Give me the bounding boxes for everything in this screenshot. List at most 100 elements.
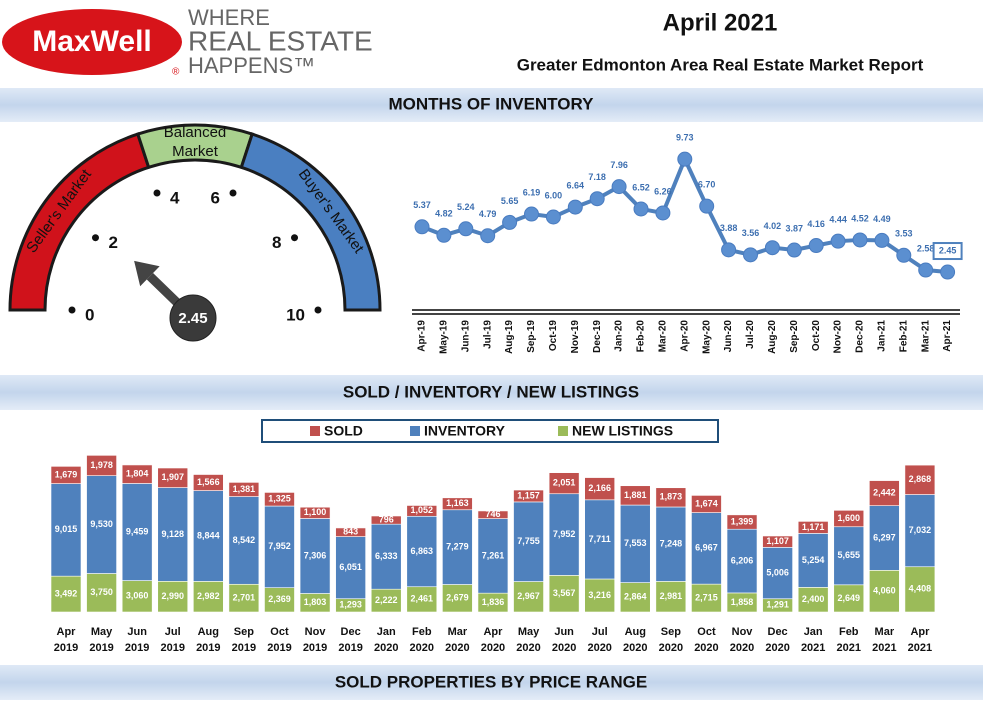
x-tick-label: 2020 <box>587 642 611 654</box>
x-tick-label: Dec-20 <box>855 320 866 353</box>
x-tick-label: 2021 <box>801 642 825 654</box>
data-label: 4.49 <box>873 214 891 224</box>
data-label: 3,492 <box>55 588 78 598</box>
data-label: 6,863 <box>411 546 434 556</box>
data-label: 2,701 <box>233 593 256 603</box>
data-label: 2,868 <box>909 474 932 484</box>
data-label: 1,293 <box>339 600 362 610</box>
x-tick-label: Jun <box>127 626 147 638</box>
data-label: 1,325 <box>268 494 291 504</box>
bar-segment <box>869 570 900 613</box>
x-tick-label: May-20 <box>701 320 712 354</box>
legend-label: SOLD <box>324 423 363 439</box>
data-label: 4.79 <box>479 209 497 219</box>
x-tick-label: Mar-21 <box>920 320 931 353</box>
data-label: 7,952 <box>553 529 576 539</box>
x-tick-label: Sep-20 <box>789 320 800 353</box>
x-tick-label: 2021 <box>837 642 861 654</box>
data-label: 2,715 <box>695 592 718 602</box>
x-tick-label: Feb-21 <box>898 320 909 353</box>
line-point <box>589 191 605 207</box>
data-label: 2,864 <box>624 592 647 602</box>
bar-segment <box>86 455 117 476</box>
data-label: 1,291 <box>766 600 789 610</box>
x-tick-label: 2020 <box>694 642 718 654</box>
x-tick-label: Sep <box>234 626 254 638</box>
x-tick-label: 2019 <box>160 642 184 654</box>
data-label: 796 <box>379 514 394 524</box>
data-label: 7,553 <box>624 538 647 548</box>
x-tick-label: Jan-20 <box>614 320 625 352</box>
bar-segment <box>406 515 438 588</box>
data-label: 6.52 <box>632 182 650 192</box>
x-tick-label: 2021 <box>872 642 896 654</box>
x-tick-label: May-19 <box>439 320 450 354</box>
section-title: SOLD / INVENTORY / NEW LISTINGS <box>343 382 639 401</box>
data-label: 9,015 <box>55 524 78 534</box>
tagline: WHERE <box>188 5 270 30</box>
data-label: 2,166 <box>588 483 611 493</box>
x-tick-label: 2020 <box>516 642 540 654</box>
line-point <box>830 233 846 249</box>
line-point <box>808 238 824 254</box>
data-label: 1,674 <box>695 498 718 508</box>
bar-segment <box>193 490 224 582</box>
x-tick-label: Jun-19 <box>460 320 471 353</box>
data-label: 5,655 <box>837 550 860 560</box>
line-point <box>874 232 890 248</box>
bar-segment <box>50 483 82 577</box>
x-tick-label: Apr-19 <box>417 320 428 352</box>
data-label: 7.96 <box>610 160 628 170</box>
x-tick-label: 2019 <box>125 642 149 654</box>
gauge-hub <box>169 294 217 342</box>
data-label: 9,530 <box>90 519 113 529</box>
x-tick-label: Dec-19 <box>592 320 603 353</box>
data-label: 1,381 <box>233 484 256 494</box>
bar-segment <box>619 582 651 613</box>
x-tick-label: 2020 <box>659 642 683 654</box>
data-label: 746 <box>485 509 500 519</box>
tagline: REAL ESTATE <box>188 25 373 56</box>
x-tick-label: Aug-19 <box>504 320 515 354</box>
x-tick-label: 2020 <box>445 642 469 654</box>
x-tick-label: 2019 <box>267 642 291 654</box>
bar-segment <box>157 487 189 582</box>
line-point <box>677 151 693 167</box>
data-label: 3.87 <box>786 223 804 233</box>
section-banner <box>0 88 983 122</box>
bar-segment <box>797 521 829 534</box>
bar-segment <box>548 472 580 495</box>
x-tick-label: Feb <box>839 626 859 638</box>
line-point <box>655 205 671 221</box>
gauge-tick-label: 8 <box>272 233 281 252</box>
data-label: 6.19 <box>523 187 541 197</box>
bar-segment <box>797 587 829 613</box>
gauge-tick-label: 10 <box>286 305 305 324</box>
bar-segment <box>726 528 758 594</box>
data-label: 7,032 <box>909 525 932 535</box>
x-tick-label: Jul-20 <box>745 320 756 349</box>
data-label: 3,750 <box>90 587 113 597</box>
data-label: 2,461 <box>411 594 434 604</box>
line-point <box>480 228 496 244</box>
data-label: 4.02 <box>764 221 782 231</box>
x-tick-label: Nov <box>732 626 754 638</box>
x-tick-label: Jan <box>804 626 823 638</box>
legend-swatch <box>410 426 420 436</box>
data-label: 1,978 <box>90 460 113 470</box>
bar-segment <box>406 586 438 613</box>
highlight-box <box>932 242 963 261</box>
gauge-tick <box>229 189 237 197</box>
x-tick-label: 2020 <box>765 642 789 654</box>
line-point <box>896 247 912 263</box>
bar-segment <box>619 504 651 583</box>
bar-segment <box>477 510 509 519</box>
gauge-tick-label: 0 <box>85 305 94 324</box>
x-tick-label: Nov-20 <box>833 320 844 354</box>
bar-segment <box>584 578 616 613</box>
x-tick-label: May <box>91 626 113 638</box>
gauge-tick <box>68 306 76 314</box>
bar-segment <box>691 512 722 585</box>
bar-segment <box>406 505 438 517</box>
